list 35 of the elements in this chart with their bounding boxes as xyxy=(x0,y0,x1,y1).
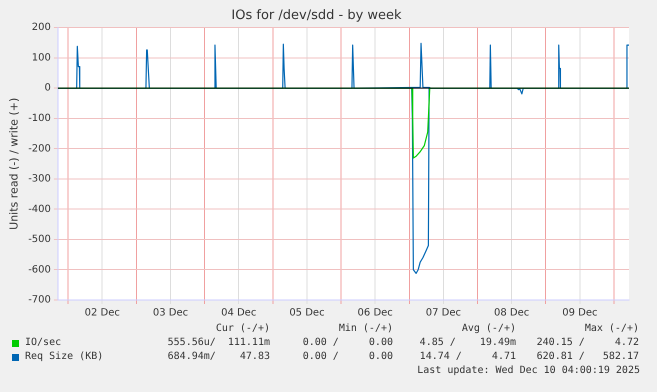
y-tick-label: -200 xyxy=(28,143,51,154)
x-tick-label: 08 Dec xyxy=(494,308,530,319)
legend-label: Req Size (KB) xyxy=(24,350,104,364)
y-tick-label: 0 xyxy=(44,82,51,94)
text: Last update: Wed Dec 10 04:00:19 2025 xyxy=(416,364,640,378)
text: 684.94m/ 47.83 xyxy=(166,350,270,364)
text: Max (-/+) xyxy=(584,322,639,336)
y-tick-label: -700 xyxy=(28,294,51,306)
y-tick-label: -300 xyxy=(28,174,51,185)
legend-label: IO/sec xyxy=(24,336,62,350)
x-tick-label: 04 Dec xyxy=(221,308,256,319)
text: 555.56u/ 111.11m xyxy=(166,336,270,350)
y-tick-label: -100 xyxy=(28,112,51,124)
x-tick-label: 05 Dec xyxy=(289,308,325,319)
text: 4.85 / 19.49m xyxy=(418,336,516,350)
y-tick-label: -600 xyxy=(28,264,51,276)
x-tick-label: 07 Dec xyxy=(426,308,462,319)
y-tick-label: 100 xyxy=(32,52,51,64)
text: 0.00 / 0.00 xyxy=(302,350,393,364)
text: Cur (-/+) xyxy=(214,322,270,336)
x-tick-label: 02 Dec xyxy=(84,308,120,319)
y-tick-label: -400 xyxy=(28,204,51,215)
x-tick-label: 09 Dec xyxy=(562,308,598,319)
y-tick-label: -500 xyxy=(28,234,51,246)
chart-title: IOs for /dev/sdd - by week xyxy=(231,8,402,24)
text: 240.15 / 4.72 xyxy=(536,336,639,350)
y-axis-title: Units read (-) / write (+) xyxy=(7,98,20,230)
text: 14.74 / 4.71 xyxy=(418,350,516,364)
text: 0.00 / 0.00 xyxy=(302,336,393,350)
x-tick-label: 03 Dec xyxy=(152,308,188,319)
x-tick-label: 06 Dec xyxy=(358,308,393,319)
text: 620.81 / 582.17 xyxy=(536,350,639,364)
text: Min (-/+) xyxy=(338,322,393,336)
y-tick-label: 200 xyxy=(32,22,51,34)
text: Avg (-/+) xyxy=(460,322,516,336)
